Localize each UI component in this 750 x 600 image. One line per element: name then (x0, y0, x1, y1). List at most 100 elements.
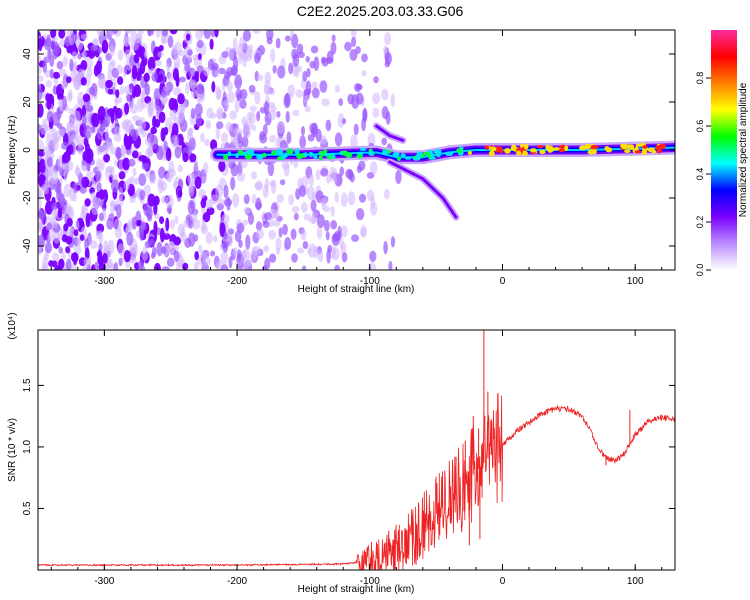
noise-speckle (316, 226, 323, 240)
noise-speckle (98, 189, 105, 200)
noise-speckle (131, 129, 138, 142)
noise-speckle (243, 206, 251, 215)
noise-speckle (169, 219, 176, 230)
noise-speckle (330, 220, 338, 230)
noise-speckle (242, 219, 249, 226)
noise-speckle (85, 105, 94, 112)
noise-speckle (118, 171, 126, 180)
noise-speckle (73, 33, 81, 45)
noise-speckle (117, 49, 124, 61)
noise-speckle (122, 66, 127, 77)
noise-speckle (74, 167, 81, 177)
noise-speckle (361, 117, 366, 132)
noise-speckle (339, 236, 344, 250)
noise-speckle (159, 216, 165, 225)
noise-speckle (195, 30, 204, 41)
noise-speckle (107, 88, 114, 95)
noise-speckle (385, 111, 391, 125)
noise-speckle (200, 198, 207, 209)
noise-speckle (86, 68, 93, 78)
noise-speckle (38, 37, 43, 52)
colorbar-tick-label: 0.0 (695, 264, 705, 277)
noise-speckle (184, 237, 192, 248)
noise-speckle (62, 151, 71, 164)
noise-speckle (101, 119, 109, 128)
noise-speckle (194, 250, 199, 261)
noise-speckle (254, 201, 263, 210)
noise-speckle (179, 110, 185, 125)
noise-speckle (251, 171, 258, 180)
noise-speckle (57, 207, 63, 219)
noise-speckle (40, 174, 46, 183)
noise-speckle (84, 247, 90, 260)
noise-speckle (290, 228, 297, 240)
noise-speckle (89, 240, 98, 249)
noise-speckle (189, 153, 197, 163)
noise-speckle (303, 88, 312, 95)
noise-speckle (218, 198, 225, 205)
noise-speckle (38, 161, 41, 176)
spectral-peak (529, 148, 537, 153)
spectral-peak (456, 148, 463, 154)
y-tick-label: 40 (22, 48, 33, 60)
snr-panel: -300 -200 -100 0 100 0.5 1.0 1.5 Height of str… (7, 312, 676, 595)
noise-speckle (115, 89, 120, 98)
noise-speckle (41, 183, 48, 192)
y-tick-label: -20 (22, 190, 33, 205)
noise-speckle (38, 103, 44, 118)
x-tick-label: 100 (627, 576, 644, 587)
noise-speckle (349, 49, 358, 61)
noise-speckle (313, 245, 319, 259)
noise-speckle (193, 159, 199, 168)
snr-y-label: SNR (10 * v/v) (7, 418, 18, 482)
spectral-peak (641, 149, 648, 155)
noise-speckle (267, 161, 275, 177)
spectral-peak (624, 149, 631, 154)
noise-speckle (156, 241, 163, 257)
noise-speckle (147, 213, 153, 222)
noise-speckle (249, 105, 257, 112)
x-tick-label: -200 (227, 276, 247, 287)
noise-speckle (174, 215, 179, 225)
noise-speckle (215, 184, 223, 200)
x-tick-label: -300 (94, 276, 114, 287)
noise-speckle (165, 217, 170, 232)
noise-speckle (139, 189, 146, 201)
noise-speckle (279, 179, 286, 186)
noise-speckle (221, 214, 230, 224)
noise-speckle (302, 95, 309, 103)
noise-speckle (100, 158, 105, 171)
noise-speckle (201, 175, 207, 184)
noise-speckle (82, 93, 91, 103)
noise-speckle (245, 234, 251, 250)
snr-x-axis: -300 -200 -100 0 100 (50, 330, 663, 587)
noise-speckle (303, 213, 311, 221)
noise-speckle (183, 219, 189, 228)
noise-speckle (209, 38, 214, 50)
noise-speckle (243, 194, 250, 205)
noise-speckle (302, 70, 308, 82)
y-tick-label: 1.0 (22, 440, 33, 454)
noise-speckle (246, 45, 251, 57)
noise-speckle (165, 194, 174, 209)
noise-speckle (292, 109, 300, 117)
noise-speckle (127, 220, 133, 228)
spectral-peak (308, 151, 314, 158)
spectral-peak (400, 153, 406, 157)
noise-speckle (367, 262, 377, 270)
noise-speckle (61, 162, 67, 171)
x-tick-label: 100 (627, 276, 644, 287)
noise-speckle (147, 133, 154, 144)
noise-speckle (137, 30, 145, 35)
noise-speckle (165, 168, 174, 183)
y-tick-label: 0.5 (22, 501, 33, 515)
noise-speckle (248, 84, 256, 93)
noise-speckle (266, 36, 273, 45)
noise-speckle (361, 70, 367, 77)
noise-speckle (57, 193, 65, 206)
noise-speckle (216, 88, 223, 100)
noise-speckle (76, 238, 82, 246)
noise-speckle (109, 165, 115, 178)
noise-speckle (251, 246, 257, 262)
